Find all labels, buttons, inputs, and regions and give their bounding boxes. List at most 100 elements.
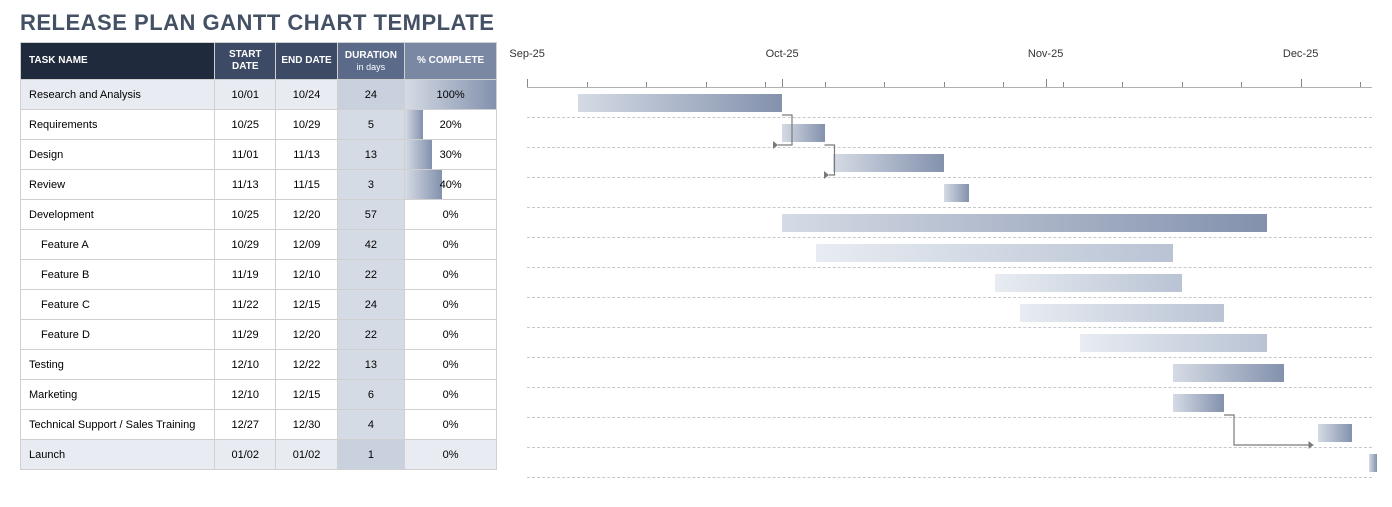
table-row: Review11/1311/15340%: [21, 170, 497, 200]
timeline-header: Sep-25Oct-25Nov-25Dec-25: [527, 42, 1372, 88]
table-row: Testing12/1012/22130%: [21, 350, 497, 380]
task-end-cell: 11/13: [276, 140, 337, 170]
gantt-bar: [1173, 394, 1224, 412]
task-name-cell: Technical Support / Sales Training: [21, 410, 215, 440]
minor-tick: [1182, 82, 1183, 87]
task-name-cell: Feature C: [21, 290, 215, 320]
month-tick: [1301, 79, 1302, 87]
minor-tick: [1122, 82, 1123, 87]
task-end-cell: 11/15: [276, 170, 337, 200]
task-pct-cell: 30%: [405, 140, 497, 170]
gantt-row: [527, 118, 1372, 148]
task-start-cell: 11/13: [215, 170, 276, 200]
task-name-cell: Review: [21, 170, 215, 200]
pct-text: 0%: [405, 200, 496, 229]
task-start-cell: 10/25: [215, 110, 276, 140]
page-title: RELEASE PLAN GANTT CHART TEMPLATE: [20, 10, 1372, 36]
task-end-cell: 12/20: [276, 320, 337, 350]
task-pct-cell: 0%: [405, 350, 497, 380]
minor-tick: [1063, 82, 1064, 87]
table-row: Feature D11/2912/20220%: [21, 320, 497, 350]
task-pct-cell: 0%: [405, 200, 497, 230]
task-duration-cell: 22: [337, 260, 404, 290]
minor-tick: [825, 82, 826, 87]
col-header-duration-sub: in days: [342, 62, 400, 73]
task-pct-cell: 0%: [405, 380, 497, 410]
task-end-cell: 12/20: [276, 200, 337, 230]
gantt-bar: [944, 184, 970, 202]
gantt-row: [527, 298, 1372, 328]
task-name-cell: Testing: [21, 350, 215, 380]
gantt-row: [527, 358, 1372, 388]
task-pct-cell: 0%: [405, 440, 497, 470]
gantt-rows: [527, 88, 1372, 478]
pct-text: 30%: [405, 140, 496, 169]
gantt-row: [527, 268, 1372, 298]
gantt-bar: [1080, 334, 1267, 352]
minor-tick: [765, 82, 766, 87]
task-name-cell: Research and Analysis: [21, 80, 215, 110]
col-header-duration-main: DURATION: [345, 50, 397, 61]
minor-tick: [706, 82, 707, 87]
task-end-cell: 10/29: [276, 110, 337, 140]
task-end-cell: 12/22: [276, 350, 337, 380]
minor-tick: [1360, 82, 1361, 87]
task-name-cell: Development: [21, 200, 215, 230]
task-duration-cell: 57: [337, 200, 404, 230]
task-duration-cell: 4: [337, 410, 404, 440]
table-row: Development10/2512/20570%: [21, 200, 497, 230]
task-duration-cell: 24: [337, 80, 404, 110]
minor-tick: [587, 82, 588, 87]
task-duration-cell: 1: [337, 440, 404, 470]
minor-tick: [1003, 82, 1004, 87]
col-header-start: START DATE: [215, 43, 276, 80]
task-end-cell: 01/02: [276, 440, 337, 470]
pct-text: 0%: [405, 260, 496, 289]
gantt-bar: [1369, 454, 1378, 472]
task-duration-cell: 22: [337, 320, 404, 350]
task-table: TASK NAME START DATE END DATE DURATION i…: [20, 42, 497, 470]
table-row: Feature C11/2212/15240%: [21, 290, 497, 320]
gantt-row: [527, 328, 1372, 358]
minor-tick: [944, 82, 945, 87]
gantt-row: [527, 88, 1372, 118]
gantt-chart: Sep-25Oct-25Nov-25Dec-25: [527, 42, 1372, 478]
month-label: Sep-25: [509, 48, 544, 60]
pct-text: 0%: [405, 290, 496, 319]
pct-text: 0%: [405, 320, 496, 349]
task-pct-cell: 0%: [405, 290, 497, 320]
task-start-cell: 10/25: [215, 200, 276, 230]
gantt-bar: [995, 274, 1182, 292]
table-header-row: TASK NAME START DATE END DATE DURATION i…: [21, 43, 497, 80]
task-duration-cell: 13: [337, 350, 404, 380]
pct-text: 100%: [405, 80, 496, 109]
month-label: Nov-25: [1028, 48, 1063, 60]
month-label: Dec-25: [1283, 48, 1318, 60]
task-end-cell: 10/24: [276, 80, 337, 110]
month-tick: [1046, 79, 1047, 87]
content: TASK NAME START DATE END DATE DURATION i…: [20, 42, 1372, 478]
task-end-cell: 12/15: [276, 380, 337, 410]
task-duration-cell: 5: [337, 110, 404, 140]
table-row: Research and Analysis10/0110/2424100%: [21, 80, 497, 110]
task-name-cell: Requirements: [21, 110, 215, 140]
table-row: Feature B11/1912/10220%: [21, 260, 497, 290]
col-header-name: TASK NAME: [21, 43, 215, 80]
gantt-bar: [1020, 304, 1224, 322]
task-name-cell: Launch: [21, 440, 215, 470]
gantt-bar: [1318, 424, 1352, 442]
table-row: Launch01/0201/0210%: [21, 440, 497, 470]
task-start-cell: 11/01: [215, 140, 276, 170]
task-pct-cell: 0%: [405, 410, 497, 440]
task-end-cell: 12/15: [276, 290, 337, 320]
task-name-cell: Design: [21, 140, 215, 170]
task-start-cell: 10/29: [215, 230, 276, 260]
month-tick: [782, 79, 783, 87]
pct-text: 40%: [405, 170, 496, 199]
month-label: Oct-25: [766, 48, 799, 60]
minor-tick: [646, 82, 647, 87]
task-start-cell: 12/10: [215, 350, 276, 380]
task-start-cell: 10/01: [215, 80, 276, 110]
pct-text: 0%: [405, 410, 496, 439]
task-pct-cell: 0%: [405, 320, 497, 350]
